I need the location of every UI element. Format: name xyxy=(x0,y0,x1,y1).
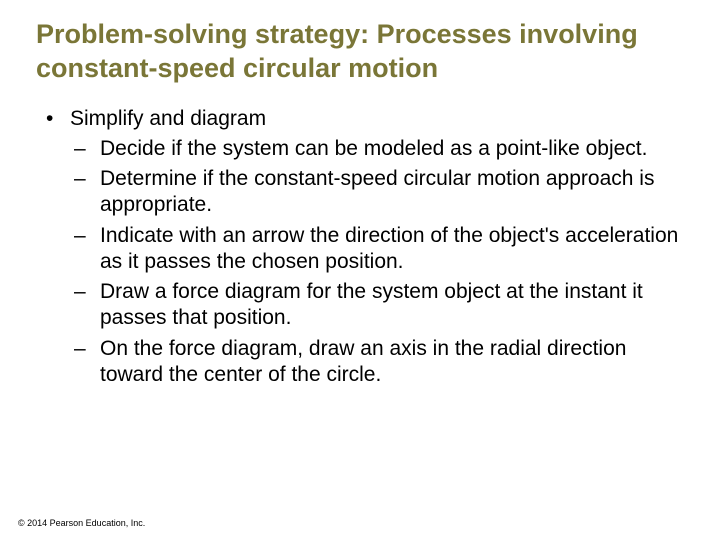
copyright-text: © 2014 Pearson Education, Inc. xyxy=(18,518,145,528)
bullet-text: Decide if the system can be modeled as a… xyxy=(100,137,647,160)
bullet-list-level1: Simplify and diagram Decide if the syste… xyxy=(46,106,692,389)
list-item: Draw a force diagram for the system obje… xyxy=(70,279,692,332)
bullet-text: Indicate with an arrow the direction of … xyxy=(100,224,678,273)
bullet-text: Determine if the constant-speed circular… xyxy=(100,167,654,216)
list-item: Determine if the constant-speed circular… xyxy=(70,166,692,219)
list-item: On the force diagram, draw an axis in th… xyxy=(70,336,692,389)
list-item: Decide if the system can be modeled as a… xyxy=(70,136,692,162)
bullet-text: On the force diagram, draw an axis in th… xyxy=(100,337,626,386)
slide-title: Problem-solving strategy: Processes invo… xyxy=(28,18,692,86)
bullet-label: Simplify and diagram xyxy=(70,107,266,130)
list-item: Simplify and diagram Decide if the syste… xyxy=(46,106,692,389)
list-item: Indicate with an arrow the direction of … xyxy=(70,223,692,276)
slide: Problem-solving strategy: Processes invo… xyxy=(0,0,720,540)
bullet-list-level2: Decide if the system can be modeled as a… xyxy=(70,136,692,388)
bullet-text: Draw a force diagram for the system obje… xyxy=(100,280,643,329)
slide-content: Simplify and diagram Decide if the syste… xyxy=(28,106,692,389)
